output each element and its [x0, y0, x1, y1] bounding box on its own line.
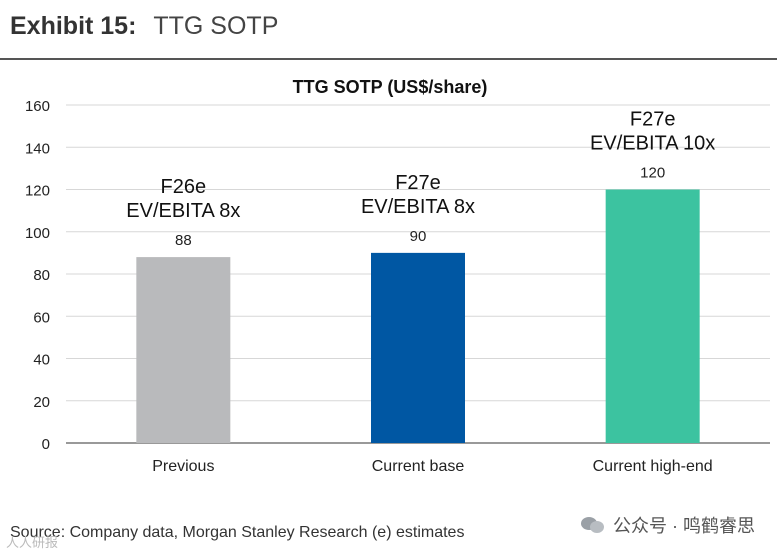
y-tick-label: 0	[42, 436, 50, 453]
x-tick-label: Current high-end	[593, 458, 713, 475]
y-tick-label: 160	[25, 98, 50, 115]
x-tick-label: Current base	[372, 458, 465, 475]
annotation-line: F26e	[161, 176, 207, 198]
annotation-line: F27e	[395, 172, 441, 194]
annotation-line: F27e	[630, 109, 676, 131]
exhibit-title: TTG SOTP	[153, 12, 279, 40]
brand-credit: 公众号 · 鸣鹤睿思	[581, 512, 755, 538]
y-tick-label: 100	[25, 225, 50, 242]
source-note: Source: Company data, Morgan Stanley Res…	[10, 524, 465, 541]
header-divider	[0, 58, 777, 60]
bar	[136, 257, 231, 443]
data-label: 90	[410, 228, 427, 245]
data-label: 88	[175, 232, 192, 249]
wechat-icon	[581, 515, 605, 535]
y-tick-label: 40	[33, 352, 50, 369]
y-tick-label: 80	[33, 267, 50, 284]
data-label: 120	[640, 165, 665, 182]
bar	[605, 189, 700, 443]
bars	[136, 189, 700, 443]
x-tick-label: Previous	[152, 458, 214, 475]
y-tick-label: 140	[25, 140, 50, 157]
y-tick-label: 60	[33, 309, 50, 326]
y-tick-label: 20	[33, 394, 50, 411]
brand-text: 公众号 · 鸣鹤睿思	[613, 516, 755, 536]
chart-title: TTG SOTP (US$/share)	[293, 77, 488, 97]
y-tick-label: 120	[25, 183, 50, 200]
bar-chart: TTG SOTP (US$/share) 0 20 40 60 80 100 120 140 1…	[25, 77, 770, 475]
annotation-line: EV/EBITA 10x	[590, 133, 715, 155]
annotation-line: EV/EBITA 8x	[126, 200, 240, 222]
bar	[371, 252, 465, 443]
exhibit-heading: Exhibit 15: TTG SOTP	[10, 12, 278, 41]
x-axis: Previous Current base Current high-end	[152, 458, 712, 475]
data-labels: 88 90 120	[175, 165, 665, 250]
watermark: 人人研报	[6, 535, 59, 550]
annotation-line: EV/EBITA 8x	[361, 196, 475, 218]
exhibit-label: Exhibit 15:	[10, 12, 137, 40]
